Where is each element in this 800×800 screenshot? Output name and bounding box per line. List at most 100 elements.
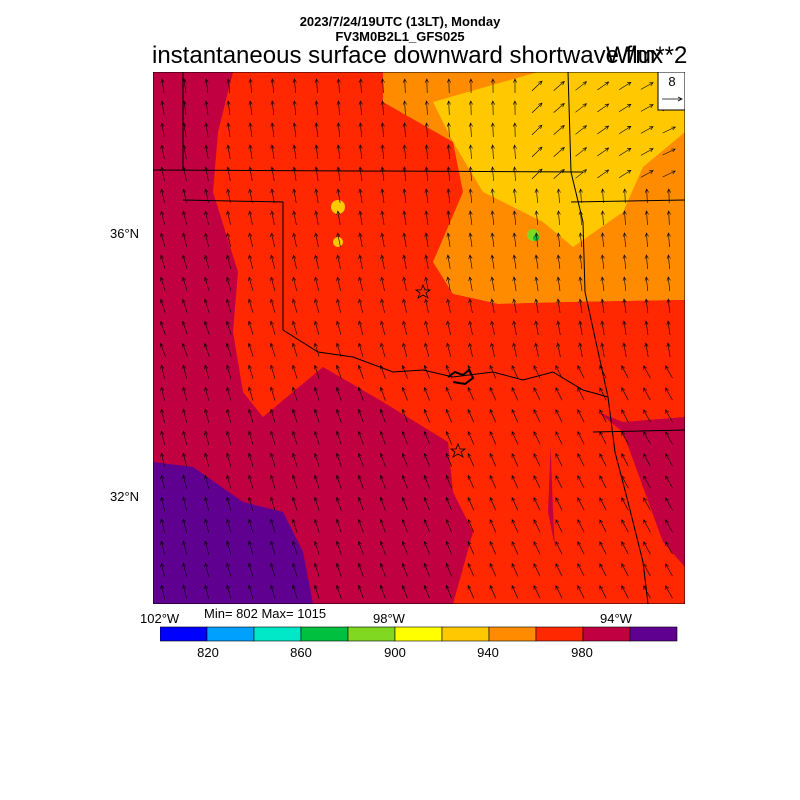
wind-arrow (575, 81, 588, 91)
wind-arrow (402, 100, 407, 116)
wind-arrow (599, 387, 607, 401)
wind-arrow (468, 100, 473, 116)
wind-arrow (336, 320, 342, 335)
wind-arrow (511, 430, 519, 445)
wind-arrow (555, 387, 563, 401)
wind-arrow (511, 518, 519, 533)
wind-arrow (204, 430, 210, 445)
wind-arrow (575, 103, 588, 113)
wind-arrow (665, 475, 673, 489)
wind-arrow (204, 364, 210, 379)
wind-arrow (533, 409, 541, 423)
wind-arrow (577, 585, 585, 599)
wind-arrow (270, 496, 276, 511)
wind-arrow (621, 387, 629, 401)
wind-arrow (643, 475, 651, 489)
wind-arrow (423, 452, 430, 467)
wind-arrow (512, 100, 517, 116)
colorbar-box (206, 626, 255, 642)
wind-arrow (512, 166, 517, 182)
wind-arrow (226, 254, 232, 269)
wind-arrow (380, 166, 385, 181)
wind-arrow (402, 122, 407, 138)
wind-arrow (204, 386, 210, 401)
wind-arrow (358, 122, 363, 138)
wind-arrow (380, 78, 385, 94)
wind-arrow (553, 80, 565, 91)
wind-arrow (248, 584, 254, 599)
wind-arrow (357, 474, 364, 489)
wind-arrow (336, 342, 342, 357)
wind-arrow (314, 320, 320, 335)
wind-arrow (621, 563, 629, 577)
wind-arrow (379, 364, 386, 379)
wind-arrow (335, 364, 342, 379)
wind-arrow (600, 320, 605, 335)
wind-arrow (401, 584, 408, 599)
colorbar-box (488, 626, 537, 642)
wind-arrow (534, 232, 539, 248)
border-line (592, 429, 685, 433)
wind-arrow (618, 169, 632, 178)
wind-arrow (467, 386, 475, 401)
wind-arrow (248, 408, 254, 423)
wind-arrow (468, 276, 473, 291)
wind-arrow (512, 144, 517, 160)
wind-arrow (380, 232, 385, 247)
wind-arrow (379, 496, 386, 511)
wind-arrow (599, 431, 607, 445)
lat-label-36n: 36°N (110, 226, 140, 241)
wind-arrow (226, 144, 231, 159)
wind-arrow (204, 408, 210, 423)
wind-arrow (531, 146, 543, 158)
wind-arrow (160, 232, 166, 247)
wind-arrow (160, 276, 166, 291)
wind-arrow (248, 144, 253, 159)
wind-arrow (204, 144, 209, 159)
wind-arrow (531, 102, 543, 114)
min-max-label: Min= 802 Max= 1015 (204, 606, 327, 621)
map-plot: 8 (153, 72, 685, 604)
wind-arrow (314, 144, 319, 159)
wind-arrow (512, 276, 517, 291)
wind-arrow (578, 320, 583, 335)
wind-arrow (622, 320, 627, 335)
wind-arrow (424, 100, 429, 116)
wind-arrow (358, 78, 363, 94)
wind-arrow (336, 78, 341, 94)
wind-arrow (533, 475, 541, 489)
wind-arrow (644, 342, 649, 357)
wind-arrow (336, 210, 341, 225)
wind-arrow (424, 166, 429, 182)
colorbar-box (629, 626, 678, 642)
wind-arrow (248, 232, 253, 247)
wind-arrow (182, 232, 188, 247)
wind-arrow (248, 518, 254, 533)
wind-arrow (357, 364, 364, 379)
wind-arrow (160, 188, 165, 203)
wind-arrow (182, 584, 187, 599)
wind-arrow (401, 562, 408, 577)
wind-arrow (424, 298, 429, 313)
wind-arrow (490, 144, 495, 160)
wind-arrow (621, 453, 629, 467)
wind-arrow (578, 210, 583, 226)
wind-arrow (248, 364, 254, 379)
wind-arrow (599, 409, 607, 423)
wind-arrow (182, 122, 187, 137)
wind-arrow (270, 100, 275, 116)
wind-arrow (401, 518, 408, 533)
wind-arrow (314, 518, 320, 533)
wind-arrow (665, 563, 673, 577)
wind-arrow (270, 452, 276, 467)
wind-arrow (270, 584, 276, 599)
wind-arrow (204, 452, 210, 467)
wind-arrow (292, 562, 298, 577)
wind-arrow (204, 518, 210, 533)
wind-arrow (666, 276, 671, 292)
wind-arrow (401, 540, 408, 555)
wind-arrow (314, 100, 319, 116)
wind-arrow (555, 497, 563, 511)
colorbar (160, 626, 678, 642)
wind-arrow (160, 584, 165, 599)
